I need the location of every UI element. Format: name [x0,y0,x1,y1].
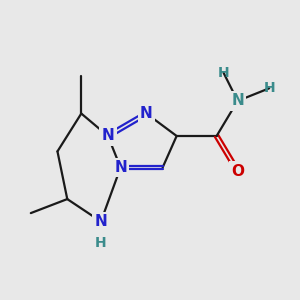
Text: O: O [231,164,244,178]
Text: N: N [231,93,244,108]
Text: H: H [263,81,275,95]
Text: N: N [140,106,153,121]
Text: N: N [94,214,107,229]
Text: H: H [95,236,107,250]
Text: H: H [218,66,230,80]
Text: N: N [102,128,114,143]
Text: N: N [114,160,127,175]
